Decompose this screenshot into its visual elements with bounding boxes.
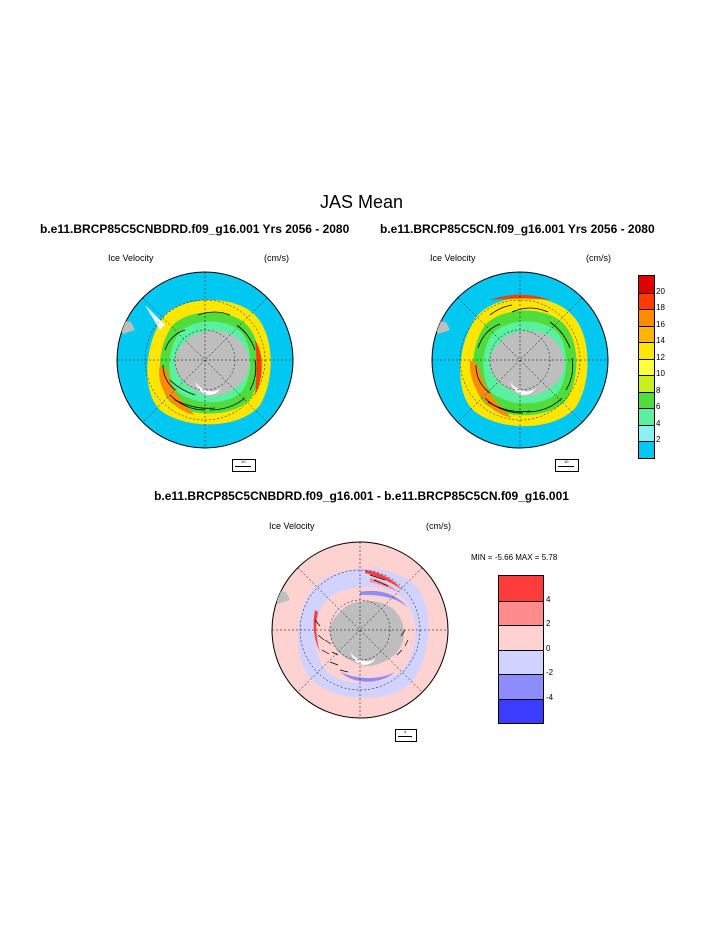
antarctica-landmass xyxy=(489,330,565,397)
top-colorbar-tick-label: 10 xyxy=(656,369,665,379)
ice-band-edge xyxy=(255,340,262,395)
top-colorbar-swatch xyxy=(639,309,654,326)
lat-lon-grid xyxy=(117,272,293,448)
top-colorbar-swatch xyxy=(639,391,654,409)
diff-panel-title: b.e11.BRCP85C5CNBDRD.f09_g16.001 - b.e11… xyxy=(154,489,569,503)
ice-band-edge xyxy=(159,365,195,415)
ice-shelf xyxy=(195,382,221,395)
ice-shelf xyxy=(350,652,376,665)
diff-colorbar-labels: 4 2 0 -2 -4 xyxy=(546,575,576,722)
top-colorbar-tick-label: 18 xyxy=(656,303,665,313)
top-colorbar-swatch xyxy=(639,325,654,343)
arrow-icon xyxy=(398,736,412,737)
diff-polar-map xyxy=(271,541,449,719)
diff-colorbar xyxy=(498,575,544,724)
arrow-icon xyxy=(558,466,574,467)
antarctica-landmass xyxy=(329,600,405,667)
top-colorbar-tick-label: 20 xyxy=(656,286,665,296)
ice-shelf xyxy=(510,382,536,395)
top-colorbar-swatch xyxy=(639,441,654,458)
right-polar-map xyxy=(431,271,609,449)
left-reference-vector-label: 10 xyxy=(241,459,246,464)
diff-colorbar-swatch xyxy=(499,698,543,723)
diff-colorbar-tick-label: 0 xyxy=(546,643,551,653)
left-reference-vector-box: 10 xyxy=(232,459,256,472)
diff-colorbar-swatch xyxy=(499,649,543,674)
ice-velocity-vectors xyxy=(475,304,574,414)
top-colorbar-swatch xyxy=(639,408,654,425)
diff-minmax-label: MIN = -5.66 MAX = 5.78 xyxy=(471,553,558,562)
top-colorbar-tick-label: 12 xyxy=(656,352,665,362)
diff-units-label: (cm/s) xyxy=(426,521,451,531)
diff-colorbar-tick-label: 2 xyxy=(546,619,551,628)
top-colorbar-tick-label: 6 xyxy=(656,402,661,412)
diff-reference-vector-label: 4 xyxy=(404,729,407,734)
diff-colorbar-tick-label: 4 xyxy=(546,594,551,604)
top-colorbar xyxy=(638,275,655,459)
main-title: JAS Mean xyxy=(319,192,404,212)
right-panel-title: b.e11.BRCP85C5CN.f09_g16.001 Yrs 2056 - … xyxy=(380,222,655,236)
top-colorbar-swatch xyxy=(639,276,654,293)
left-variable-label: Ice Velocity xyxy=(108,253,154,263)
diff-reference-vector-box: 4 xyxy=(395,729,417,742)
negative-difference-strong xyxy=(340,672,395,682)
top-colorbar-tick-label: 2 xyxy=(656,435,661,445)
top-colorbar-swatch xyxy=(639,358,654,376)
positive-difference-strong xyxy=(365,570,402,590)
diff-variable-label: Ice Velocity xyxy=(269,521,315,531)
top-colorbar-labels: 20 18 16 14 12 10 8 6 4 2 xyxy=(656,275,686,457)
diff-colorbar-swatch xyxy=(499,576,543,601)
diff-colorbar-tick-label: -2 xyxy=(546,668,554,677)
diff-colorbar-swatch xyxy=(499,600,543,625)
right-reference-vector-box: 10 xyxy=(555,459,579,472)
arrow-icon xyxy=(235,466,251,467)
missing-data-wedge xyxy=(145,305,165,330)
right-units-label: (cm/s) xyxy=(586,253,611,263)
negative-difference-strong xyxy=(360,590,408,608)
diff-colorbar-swatch xyxy=(499,625,543,650)
ice-band-edge xyxy=(469,360,512,418)
left-polar-map xyxy=(116,271,294,449)
top-colorbar-tick-label: 4 xyxy=(656,418,661,428)
lat-lon-grid xyxy=(432,272,608,448)
top-colorbar-swatch xyxy=(639,375,654,392)
antarctica-landmass xyxy=(174,330,250,397)
right-reference-vector-label: 10 xyxy=(564,459,569,464)
top-colorbar-tick-label: 8 xyxy=(656,385,661,395)
top-colorbar-swatch xyxy=(639,342,654,359)
top-colorbar-swatch xyxy=(639,292,654,310)
top-colorbar-tick-label: 16 xyxy=(656,319,665,329)
lat-lon-grid xyxy=(272,542,448,718)
right-variable-label: Ice Velocity xyxy=(430,253,476,263)
top-colorbar-swatch xyxy=(639,424,654,442)
diff-colorbar-tick-label: -4 xyxy=(546,692,554,702)
left-panel-title: b.e11.BRCP85C5CNBDRD.f09_g16.001 Yrs 205… xyxy=(40,222,350,236)
difference-vectors xyxy=(314,574,409,673)
diff-colorbar-swatch xyxy=(499,674,543,699)
top-colorbar-tick-label: 14 xyxy=(656,336,665,346)
left-units-label: (cm/s) xyxy=(264,253,289,263)
ice-velocity-vectors xyxy=(162,311,257,411)
